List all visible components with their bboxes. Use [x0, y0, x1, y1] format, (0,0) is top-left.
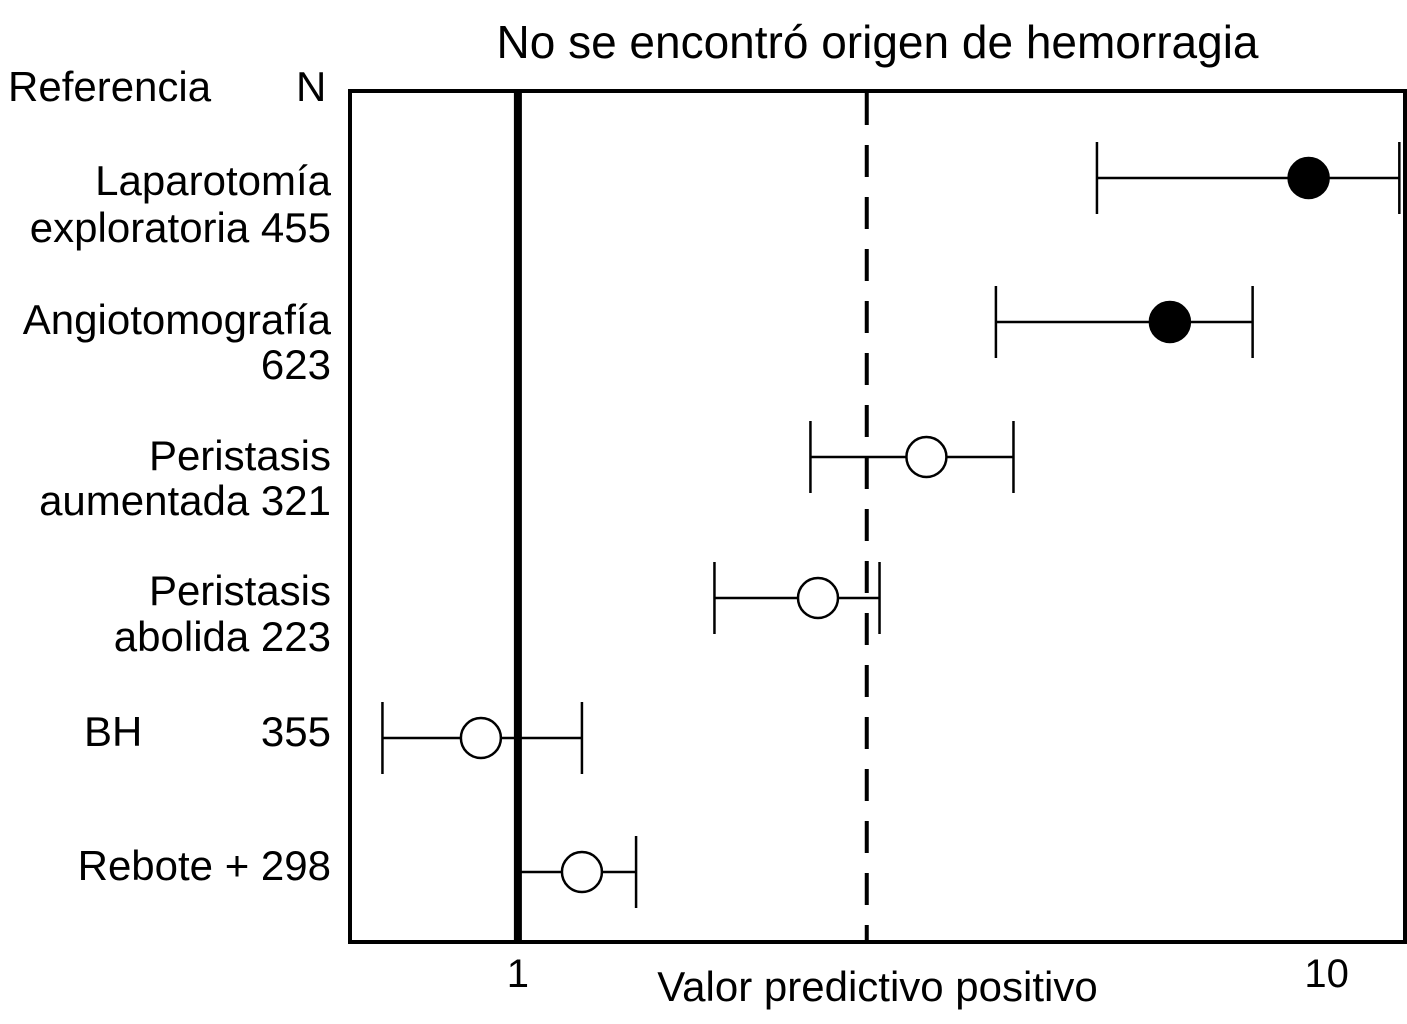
- row-label-angiotomografia: Angiotomografía: [22, 296, 331, 343]
- reference-column-header: Referencia: [8, 63, 212, 110]
- point-estimate-row-5: [560, 850, 604, 894]
- x-axis-label: Valor predictivo positivo: [657, 963, 1098, 1010]
- point-estimate-row-3: [796, 576, 840, 620]
- row-n-rebote: 298: [260, 842, 331, 889]
- row-label-laparotomia-line2: exploratoria 455: [30, 204, 331, 252]
- x-tick-label-10: 10: [1304, 952, 1349, 996]
- row-label-laparotomia-name: exploratoria: [29, 204, 250, 251]
- n-column-header: N: [296, 63, 327, 110]
- row-n-bh: 355: [260, 708, 331, 755]
- row-label-peristasis-abolida-line1: Peristasis: [148, 567, 331, 614]
- point-estimate-row-4: [459, 716, 503, 760]
- row-label-peristasis-aumentada-line1: Peristasis: [148, 432, 331, 479]
- row-label-peristasis-aumentada-name: aumentada: [39, 477, 250, 524]
- x-tick-label-1: 1: [506, 952, 530, 996]
- point-estimate-row-2: [905, 435, 948, 479]
- row-n-angiotomografia: 623: [260, 341, 331, 388]
- point-estimate-row-1: [1148, 300, 1192, 344]
- plot-frame: [348, 89, 1407, 944]
- point-estimate-row-0: [1287, 156, 1330, 200]
- row-label-peristasis-abolida-line2: abolida 223: [114, 613, 331, 661]
- row-label-bh: BH: [84, 708, 143, 755]
- row-label-rebote: Rebote + 298: [78, 842, 331, 890]
- row-n-peristasis-abolida: 223: [260, 613, 331, 660]
- row-label-peristasis-abolida-name: abolida: [113, 613, 250, 660]
- chart-title: No se encontró origen de hemorragia: [496, 16, 1259, 68]
- row-n-laparotomia: 455: [260, 204, 331, 251]
- row-label-laparotomia-line1: Laparotomía: [95, 157, 331, 204]
- row-n-peristasis-aumentada: 321: [260, 477, 331, 524]
- row-label-rebote-name: Rebote +: [77, 842, 250, 889]
- row-label-peristasis-aumentada-line2: aumentada 321: [39, 477, 331, 525]
